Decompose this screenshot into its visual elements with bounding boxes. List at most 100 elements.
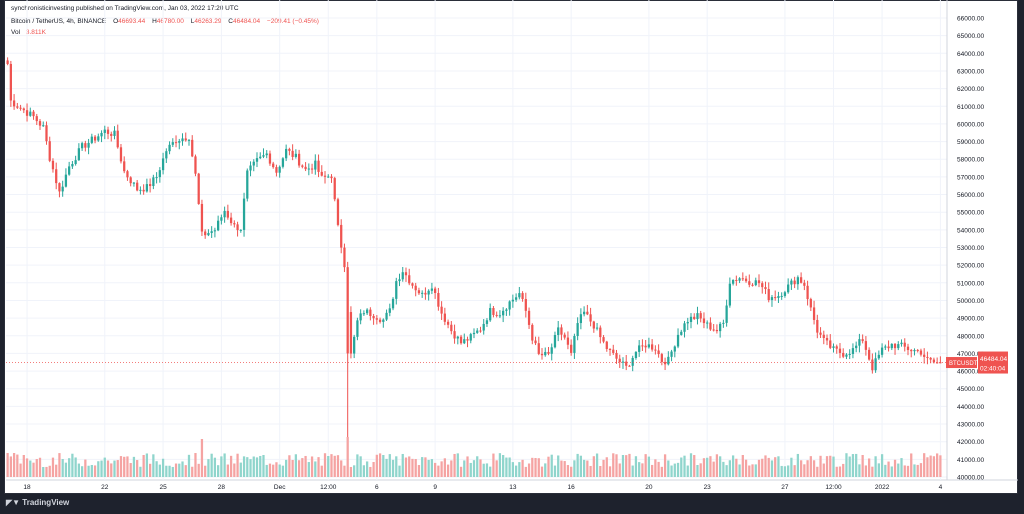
candle-body [809,299,812,308]
volume-bar [252,456,255,477]
candle-body [307,168,310,170]
candle-body [848,353,851,355]
candlestick-chart[interactable]: 40000.00 41000.00 42000.00 43000.00 44000.00… [0,0,1024,494]
volume-bar [557,455,560,477]
volume-bar [884,464,887,477]
change-value: −209.41 (−0.45%) [266,18,319,25]
volume-bar [673,463,676,477]
volume-bar [780,465,783,477]
candle-body [161,158,165,171]
candle-body [80,143,84,149]
volume-bar [819,455,822,477]
candle-body [793,280,796,285]
x-tick-label: 25 [159,484,167,491]
candle-body [434,288,437,294]
candle-body [524,299,527,311]
candle-body [106,129,110,134]
candle-body [738,278,741,281]
candle-body [589,314,592,322]
volume-bar [702,458,706,477]
candle-body [25,110,29,116]
volume-bar [288,455,291,477]
candle-body [595,327,599,329]
volume-legend[interactable]: Vol 3.811K [11,29,46,36]
volume-bar [388,454,391,477]
volume-bar [777,456,780,477]
x-tick-label: 16 [568,484,576,491]
candle-body [184,138,187,141]
tradingview-logo-icon: ◤▼ [6,498,23,507]
candle-body [709,322,712,330]
volume-bar [599,466,602,477]
volume-bar [719,456,722,477]
candle-body [644,345,647,348]
volume-bar [809,456,812,477]
volume-bar [663,454,667,477]
volume-bar [608,466,612,477]
volume-bar [155,461,158,477]
volume-bar [204,465,207,477]
candle-body [110,133,113,136]
candle-body [64,174,68,187]
candle-body [829,340,832,348]
candle-body [61,186,64,192]
y-tick-label: 52000.00 [957,263,984,270]
candle-body [845,354,848,357]
candle-body [71,164,74,167]
volume-bar [404,457,408,477]
y-tick-label: 44000.00 [957,404,984,411]
volume-bar [573,460,576,477]
candle-body [148,184,152,187]
volume-bar [923,453,926,477]
volume-bar [291,459,294,477]
candle-body [621,361,625,363]
volume-bar [191,466,194,477]
candle-body [832,346,835,348]
volume-bar [469,462,472,477]
volume-bar [482,463,485,477]
volume-bar [502,455,505,477]
x-tick-label: 23 [704,484,712,491]
candle-body [391,298,395,309]
candle-body [722,322,725,324]
candle-body [437,293,440,307]
volume-bar [767,457,770,477]
candle-body [213,230,217,232]
volume-bar [806,460,809,477]
close-label: C [228,18,233,25]
volume-bar [378,453,382,477]
candle-body [926,356,929,358]
symbol-legend[interactable]: Bitcoin / TetherUS, 4h, BINANCE O46693.4… [11,18,319,25]
candle-body [456,336,459,339]
volume-bar [680,457,683,477]
tradingview-logo[interactable]: ◤▼ TradingView [6,498,69,507]
volume-bar [171,466,174,477]
candle-body [822,334,825,338]
candle-body [544,351,547,356]
volume-bar [255,457,259,477]
volume-bar [233,463,236,477]
candle-body [741,278,744,280]
candle-body [625,361,628,366]
volume-bar [239,462,242,477]
volume-bar [395,456,398,477]
high-label: H [152,18,157,25]
volume-bar [119,456,123,477]
candle-body [719,323,722,332]
volume-bar [706,457,709,477]
volume-bar [145,453,149,477]
candle-body [660,354,663,362]
candle-body [916,350,919,352]
candle-body [531,324,534,341]
candle-body [29,111,32,116]
volume-bar [268,463,272,477]
volume-bar [369,466,372,477]
volume-bar [638,462,641,477]
candle-body [874,358,877,371]
candle-body [570,344,573,353]
volume-bar [754,464,757,477]
volume-bar [631,465,634,477]
candle-body [936,362,939,364]
volume-bar [537,458,540,477]
candle-body [615,352,618,359]
